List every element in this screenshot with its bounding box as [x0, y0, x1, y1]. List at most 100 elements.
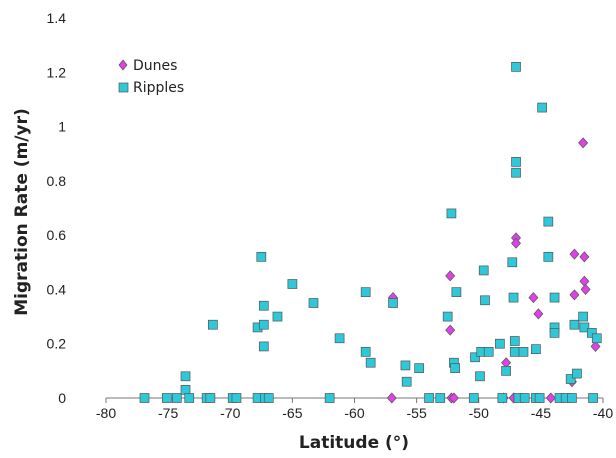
data-point-ripples — [507, 257, 518, 268]
data-point-ripples — [208, 319, 218, 330]
data-point-ripples — [360, 287, 371, 297]
data-point-dunes — [545, 392, 556, 404]
x-tick-label: -80 — [96, 405, 116, 421]
data-point-ripples — [511, 167, 521, 178]
data-point-ripples — [591, 333, 602, 344]
y-tick-label: 0.4 — [47, 281, 67, 297]
data-point-ripples — [258, 300, 269, 311]
data-point-ripples — [231, 393, 242, 403]
data-point-ripples — [586, 328, 597, 338]
data-point-ripples — [508, 292, 519, 303]
data-point-ripples — [470, 352, 480, 363]
data-point-ripples — [287, 279, 298, 289]
data-point-ripples — [308, 298, 319, 308]
data-point-ripples — [588, 393, 598, 403]
data-point-dunes — [578, 137, 589, 149]
legend-marker-ripples — [118, 82, 129, 93]
x-tick-label: -65 — [282, 405, 302, 421]
data-point-ripples — [509, 336, 520, 346]
x-tick-label: -50 — [469, 405, 489, 421]
data-point-ripples — [537, 102, 547, 113]
data-point-ripples — [272, 311, 283, 322]
data-point-ripples — [578, 311, 588, 322]
x-tick-label: -40 — [593, 405, 613, 421]
data-point-ripples — [401, 376, 412, 387]
data-point-ripples — [549, 328, 560, 338]
data-point-ripples — [497, 393, 508, 403]
data-point-ripples — [424, 393, 434, 403]
data-point-dunes — [528, 292, 539, 304]
y-axis-ticks: 0 0.2 0.4 0.6 0.8 1 1.2 1.4 — [47, 10, 67, 406]
data-point-ripples — [162, 393, 172, 403]
data-point-ripples — [549, 292, 560, 303]
y-tick-label: 1.4 — [47, 10, 67, 26]
data-point-ripples — [324, 393, 335, 403]
data-point-dunes — [569, 248, 580, 260]
data-point-ripples — [511, 157, 521, 167]
data-point-ripples — [258, 341, 269, 352]
data-point-ripples — [414, 363, 424, 373]
data-point-ripples — [519, 393, 530, 403]
data-point-dunes — [579, 251, 590, 263]
data-point-ripples — [468, 393, 479, 403]
data-point-ripples — [543, 252, 554, 262]
data-point-ripples — [569, 319, 580, 330]
y-tick-label: 0.8 — [47, 173, 67, 189]
plot-area: -80 -75 -70 -65 -60 -55 -50 -45 -40 0 0.2 0.4 0.6 0.… — [47, 10, 614, 421]
data-point-dunes — [386, 392, 397, 404]
x-axis-ticks: -80 -75 -70 -65 -60 -55 -50 -45 -40 — [96, 398, 613, 421]
data-point-ripples — [572, 368, 582, 379]
series-dunes — [386, 137, 601, 404]
data-point-dunes — [533, 308, 544, 320]
data-point-ripples — [483, 347, 494, 357]
data-point-ripples — [334, 333, 345, 344]
data-point-dunes — [590, 340, 601, 352]
data-point-dunes — [445, 270, 456, 282]
legend-item-ripples: Ripples — [118, 80, 184, 96]
legend-item-dunes: Dunes — [118, 58, 177, 74]
data-point-ripples — [435, 393, 446, 403]
data-point-dunes — [511, 237, 521, 249]
data-point-ripples — [388, 298, 398, 308]
data-point-dunes — [580, 283, 591, 295]
data-point-ripples — [180, 371, 191, 382]
data-point-ripples — [446, 208, 457, 219]
data-point-ripples — [509, 347, 520, 357]
data-point-ripples — [171, 393, 182, 403]
data-point-ripples — [495, 338, 505, 349]
data-point-ripples — [475, 371, 485, 382]
data-point-dunes — [569, 289, 580, 301]
x-tick-label: -60 — [344, 405, 364, 421]
data-point-ripples — [480, 295, 490, 306]
data-point-ripples — [184, 393, 195, 403]
data-point-ripples — [567, 393, 577, 403]
data-point-ripples — [543, 216, 554, 227]
x-tick-label: -75 — [158, 405, 178, 421]
data-point-ripples — [565, 374, 576, 384]
y-tick-label: 0.6 — [47, 227, 67, 243]
data-markers — [139, 62, 602, 404]
series-ripples — [139, 62, 602, 403]
data-point-ripples — [579, 322, 590, 333]
legend-marker-dunes — [118, 59, 128, 71]
data-point-ripples — [258, 319, 269, 330]
data-point-ripples — [442, 311, 453, 322]
x-tick-label: -45 — [531, 405, 551, 421]
x-axis-title: Latitude (°) — [299, 433, 409, 453]
data-point-ripples — [451, 287, 462, 297]
data-point-ripples — [450, 363, 460, 373]
data-point-dunes — [448, 392, 459, 404]
data-point-dunes — [579, 275, 590, 287]
data-point-ripples — [365, 357, 376, 368]
data-point-ripples — [478, 265, 489, 276]
y-tick-label: 1 — [58, 119, 66, 135]
data-point-ripples — [400, 360, 411, 371]
x-tick-label: -70 — [220, 405, 240, 421]
x-tick-label: -55 — [407, 405, 427, 421]
data-point-ripples — [205, 393, 216, 403]
data-point-ripples — [518, 347, 529, 357]
data-point-ripples — [511, 62, 521, 72]
y-tick-label: 0 — [58, 390, 66, 406]
y-tick-label: 1.2 — [47, 64, 67, 80]
data-point-dunes — [445, 324, 456, 336]
